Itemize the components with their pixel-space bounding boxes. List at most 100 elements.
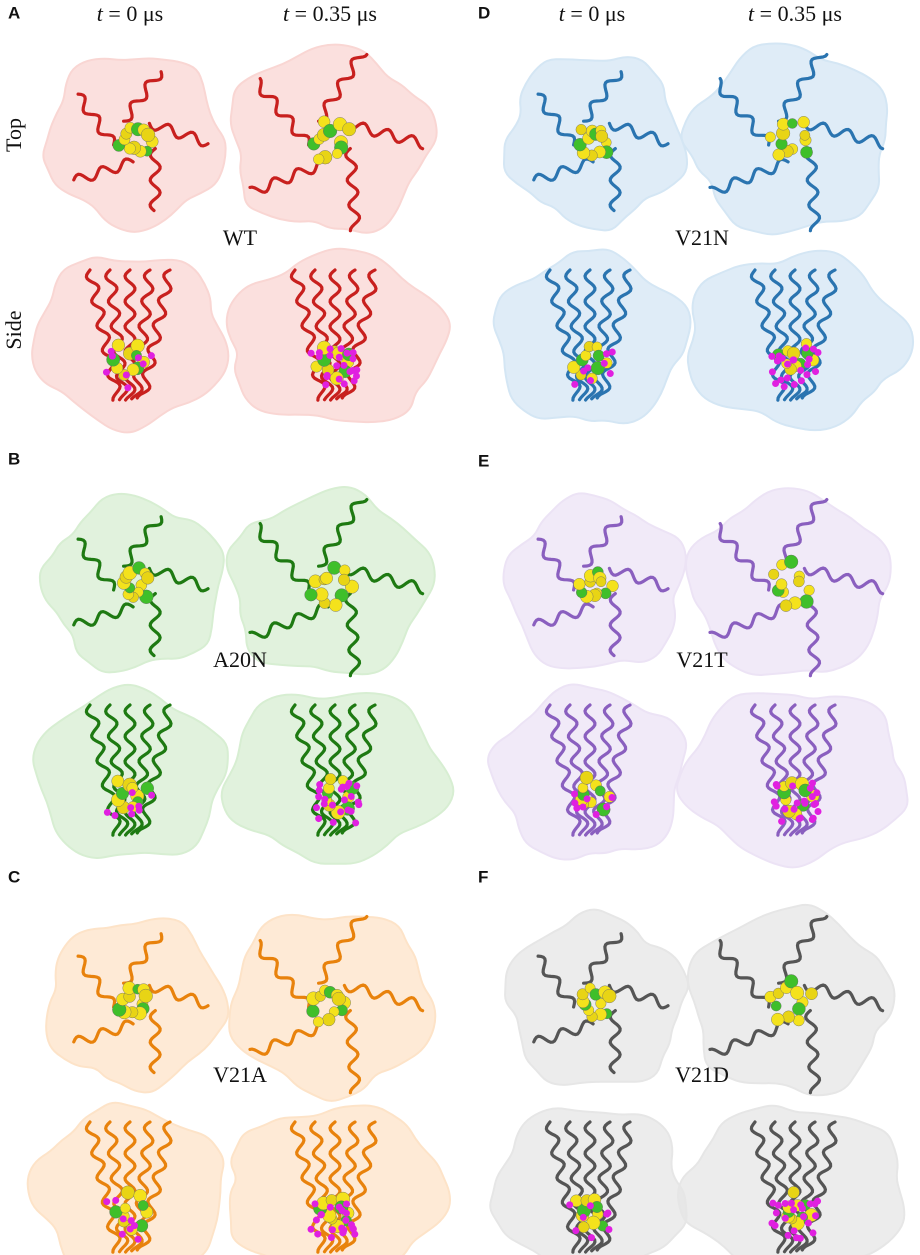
atom — [333, 362, 341, 370]
helix — [248, 157, 330, 194]
helix — [344, 147, 362, 233]
atom — [790, 1206, 798, 1214]
atom — [328, 801, 336, 809]
atom — [103, 1198, 111, 1206]
helix — [72, 1019, 135, 1044]
atom — [315, 786, 323, 794]
helix — [76, 537, 117, 592]
helix — [344, 592, 362, 678]
atom — [102, 368, 110, 376]
side-view — [220, 692, 455, 865]
atom — [343, 349, 351, 357]
atom — [802, 344, 810, 352]
atom — [571, 380, 579, 388]
helix — [147, 121, 210, 148]
atom — [352, 372, 360, 380]
variant-label: V21N — [675, 225, 729, 250]
top-view — [228, 913, 437, 1102]
top-view — [680, 42, 889, 236]
atom — [772, 148, 785, 161]
atom — [584, 364, 592, 372]
helix — [147, 983, 210, 1010]
atom — [340, 380, 348, 388]
atom — [349, 355, 357, 363]
helix — [76, 92, 117, 147]
atom — [595, 129, 609, 143]
atom — [770, 1000, 782, 1012]
helix — [317, 53, 369, 123]
side-view — [225, 247, 451, 424]
atom — [342, 1209, 350, 1217]
helix — [536, 954, 577, 1009]
surface — [684, 487, 892, 676]
atom — [327, 1233, 335, 1241]
helix — [289, 1120, 327, 1254]
atom — [606, 579, 619, 593]
helix — [258, 77, 311, 147]
atom — [800, 797, 808, 805]
variant-label: WT — [223, 225, 258, 250]
top-view — [229, 43, 438, 234]
helix — [76, 954, 117, 1009]
atom — [797, 366, 805, 374]
atom — [790, 356, 798, 364]
atom — [119, 1215, 127, 1223]
helix — [289, 703, 327, 837]
panel-letter: E — [478, 451, 489, 470]
helix — [532, 602, 595, 627]
helix — [544, 703, 582, 837]
atom — [349, 1224, 357, 1232]
atom — [134, 354, 142, 362]
atom — [808, 793, 816, 801]
atom — [809, 1229, 817, 1237]
atom — [586, 1202, 594, 1210]
atom — [340, 361, 348, 369]
atom — [579, 1213, 587, 1221]
atom — [784, 360, 792, 368]
atom — [812, 368, 820, 376]
top-view — [502, 492, 687, 670]
helix — [130, 268, 155, 401]
side-view — [32, 683, 229, 859]
column-header: t = 0.35 μs — [283, 1, 377, 26]
atom — [768, 568, 780, 580]
atom — [781, 1214, 789, 1222]
helix — [607, 983, 670, 1010]
atom — [133, 1189, 147, 1203]
atom — [793, 575, 805, 588]
helix — [328, 703, 342, 837]
atom — [312, 804, 320, 812]
atom — [769, 1199, 777, 1207]
atom — [778, 817, 786, 825]
atom — [784, 1231, 792, 1239]
atom — [764, 131, 776, 143]
variant-label: V21D — [675, 1062, 729, 1087]
helix — [804, 147, 822, 233]
atom — [774, 1201, 782, 1209]
atom — [339, 783, 347, 791]
atom — [331, 991, 346, 1006]
atom — [314, 1230, 322, 1238]
atom — [579, 770, 594, 785]
atom — [772, 780, 780, 788]
atom — [577, 1221, 590, 1233]
helix — [582, 932, 624, 985]
row-label: Top — [1, 118, 26, 152]
helix — [342, 566, 425, 596]
helix — [800, 703, 838, 835]
atom — [315, 349, 323, 357]
surface — [229, 43, 438, 234]
atom — [779, 599, 793, 612]
atom — [344, 806, 352, 814]
atom — [315, 793, 323, 801]
helix — [769, 1120, 795, 1254]
time-value: = 0.35 μs — [295, 1, 377, 26]
atom — [315, 815, 323, 823]
atom — [566, 1201, 574, 1209]
helix — [148, 592, 162, 658]
helix — [289, 268, 327, 402]
atom — [790, 380, 798, 388]
atom — [338, 573, 350, 586]
helix — [708, 602, 790, 639]
atom — [783, 374, 791, 382]
